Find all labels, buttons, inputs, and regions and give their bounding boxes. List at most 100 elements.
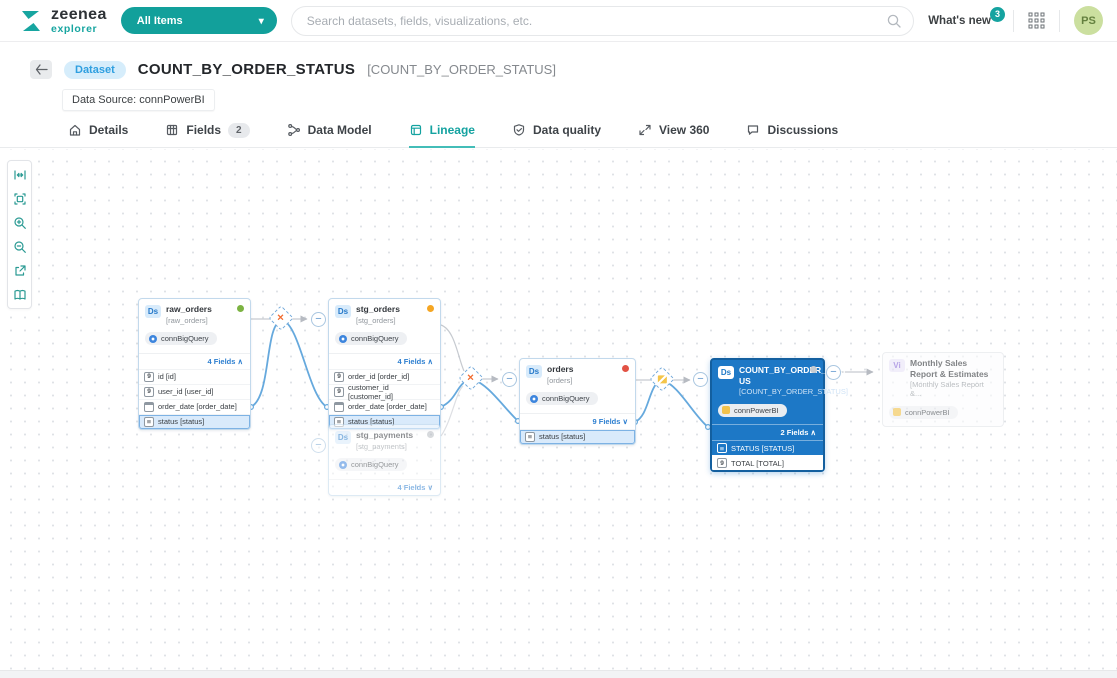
powerbi-icon — [722, 406, 730, 415]
powerbi-icon — [893, 408, 901, 417]
text-field-icon — [717, 443, 727, 454]
collapse-toggle[interactable] — [826, 365, 841, 380]
connection-chip[interactable]: connPowerBI — [718, 403, 787, 417]
fields-toggle[interactable]: 9 Fields — [520, 412, 635, 429]
scope-selector-dropdown[interactable]: All Items — [120, 7, 277, 34]
apps-grid-icon — [1028, 12, 1045, 29]
field-row[interactable]: order_id [order_id] — [329, 368, 440, 384]
tab-bar: Details Fields 2 Data Model Lineage Data… — [0, 119, 1117, 148]
fields-toggle[interactable]: 4 Fields — [329, 478, 440, 495]
bigquery-icon — [339, 460, 347, 469]
lineage-node-raw-orders[interactable]: Ds raw_orders [raw_orders] connBigQuery … — [138, 298, 251, 430]
fields-toggle[interactable]: 4 Fields — [329, 352, 440, 369]
zoom-in-icon — [13, 216, 26, 229]
node-header[interactable]: Ds orders [orders] — [520, 359, 635, 388]
tab-view-360[interactable]: View 360 — [638, 119, 709, 147]
node-header[interactable]: Ds stg_payments [stg_payments] — [329, 425, 440, 454]
node-alias: [raw_orders] — [166, 315, 208, 325]
field-row[interactable]: user_id [user_id] — [139, 383, 250, 399]
visualization-type-badge: Vi — [889, 359, 905, 372]
field-row-highlighted[interactable]: status [status] — [139, 413, 250, 429]
lineage-toolbar — [7, 160, 32, 309]
zoom-out-icon — [13, 240, 26, 253]
zoom-in-button[interactable] — [9, 212, 31, 233]
node-title: COUNT_BY_ORDER_STATUS — [739, 365, 847, 386]
connection-chip[interactable]: connPowerBI — [889, 405, 958, 419]
number-field-icon — [717, 458, 727, 469]
map-icon — [13, 289, 26, 300]
field-row-highlighted[interactable]: status [status] — [520, 428, 635, 444]
text-field-icon — [525, 431, 535, 442]
tab-lineage[interactable]: Lineage — [408, 119, 475, 148]
node-header[interactable]: Ds COUNT_BY_ORDER_STATUS [COUNT_BY_ORDER… — [712, 360, 848, 399]
field-row[interactable]: customer_id [customer_id] — [329, 383, 440, 401]
fields-toggle[interactable]: 2 Fields — [712, 424, 823, 440]
number-field-icon — [334, 386, 344, 397]
entity-type-badge: Dataset — [64, 60, 126, 79]
lineage-node-orders[interactable]: Ds orders [orders] connBigQuery 9 Fields… — [519, 358, 636, 445]
node-alias: [Monthly Sales Report &... — [910, 380, 984, 399]
node-header[interactable]: Ds stg_orders [stg_orders] — [329, 299, 440, 328]
collapse-toggle[interactable] — [693, 372, 708, 387]
number-field-icon — [334, 371, 344, 382]
data-source-chip[interactable]: Data Source: connPowerBI — [62, 89, 215, 111]
status-dot — [427, 431, 434, 438]
tab-discussions[interactable]: Discussions — [746, 119, 838, 147]
minimap-button[interactable] — [9, 284, 31, 305]
collapse-toggle[interactable] — [311, 312, 326, 327]
chevron-down-icon — [259, 15, 264, 27]
fields-count-badge: 2 — [228, 122, 250, 138]
tab-data-model[interactable]: Data Model — [287, 119, 372, 147]
connection-chip[interactable]: connBigQuery — [335, 458, 407, 472]
dataset-type-badge: Ds — [335, 431, 351, 444]
back-button[interactable] — [30, 60, 52, 79]
field-row[interactable]: TOTAL [TOTAL] — [712, 455, 823, 471]
fields-toggle[interactable]: 4 Fields — [139, 352, 250, 369]
bigquery-icon — [339, 334, 347, 343]
node-title: raw_orders — [166, 304, 212, 314]
search-icon — [887, 14, 901, 28]
node-header[interactable]: Ds raw_orders [raw_orders] — [139, 299, 250, 328]
lineage-node-count-by-order-status[interactable]: Ds COUNT_BY_ORDER_STATUS [COUNT_BY_ORDER… — [710, 358, 848, 473]
zoom-out-button[interactable] — [9, 236, 31, 257]
connection-chip[interactable]: connBigQuery — [526, 392, 598, 406]
transformation-icon — [277, 312, 285, 323]
connection-chip[interactable]: connBigQuery — [145, 332, 217, 346]
collapse-toggle[interactable] — [311, 438, 326, 453]
lineage-node-stg-orders[interactable]: Ds stg_orders [stg_orders] connBigQuery … — [328, 298, 441, 430]
whats-new-badge: 3 — [990, 6, 1005, 22]
lineage-node-monthly-sales-report[interactable]: Vi Monthly Sales Report & Estimates [Mon… — [882, 352, 1004, 428]
connection-chip[interactable]: connBigQuery — [335, 332, 407, 346]
user-avatar[interactable]: PS — [1074, 6, 1103, 35]
collapse-toggle[interactable] — [502, 372, 517, 387]
transformation-icon — [467, 372, 475, 383]
field-row[interactable]: id [id] — [139, 368, 250, 384]
lineage-node-stg-payments[interactable]: Ds stg_payments [stg_payments] connBigQu… — [328, 424, 441, 496]
whats-new-link[interactable]: What's new 3 — [928, 6, 1005, 27]
field-row-highlighted[interactable]: STATUS [STATUS] — [712, 440, 823, 455]
status-dot — [810, 366, 817, 373]
tab-details[interactable]: Details — [68, 119, 128, 147]
fit-width-button[interactable] — [9, 164, 31, 185]
data-model-icon — [287, 124, 300, 137]
field-row[interactable]: order_date [order_date] — [139, 398, 250, 414]
page-title-alias: [COUNT_BY_ORDER_STATUS] — [367, 62, 556, 77]
fit-width-icon — [13, 169, 26, 180]
field-row[interactable]: order_date [order_date] — [329, 398, 440, 414]
date-field-icon — [334, 401, 344, 412]
search-input[interactable] — [290, 5, 915, 36]
number-field-icon — [144, 386, 154, 397]
zeenea-logo[interactable]: zeenea explorer — [18, 6, 107, 35]
fit-to-screen-button[interactable] — [9, 188, 31, 209]
tab-fields[interactable]: Fields 2 — [165, 119, 250, 147]
tab-data-quality[interactable]: Data quality — [512, 119, 601, 147]
export-button[interactable] — [9, 260, 31, 281]
top-bar: zeenea explorer All Items What's new 3 P… — [0, 0, 1117, 42]
dataset-type-badge: Ds — [335, 305, 351, 318]
home-icon — [69, 124, 81, 136]
status-dot — [427, 305, 434, 312]
apps-grid-button[interactable] — [1028, 12, 1045, 29]
node-header[interactable]: Vi Monthly Sales Report & Estimates [Mon… — [883, 353, 1003, 401]
bigquery-icon — [530, 394, 538, 403]
node-alias: [stg_payments] — [356, 441, 407, 451]
